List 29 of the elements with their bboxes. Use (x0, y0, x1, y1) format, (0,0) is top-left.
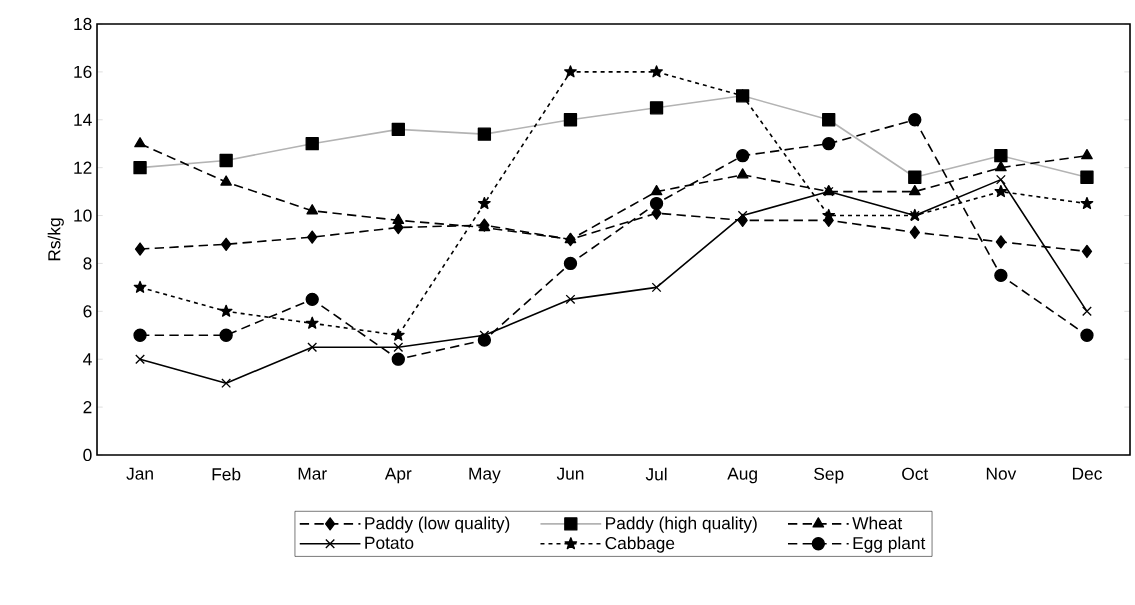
y-axis-title: Rs/kg (47, 218, 64, 261)
y-tick-label: 2 (83, 401, 92, 414)
x-tick-label: Nov (986, 467, 1017, 480)
y-tick-label: 4 (83, 353, 92, 366)
legend-label: Potato (365, 536, 414, 549)
x-tick-label: Aug (727, 467, 757, 484)
y-tick-label: 0 (83, 448, 92, 462)
x-tick-label: Jul (645, 467, 667, 481)
x-tick-label: Jun (556, 467, 584, 480)
y-tick-label: 14 (74, 113, 92, 126)
y-tick-label: 16 (74, 65, 92, 79)
legend-label: Cabbage (605, 536, 675, 553)
x-tick-label: Sep (814, 467, 844, 484)
x-tick-label: Mar (298, 467, 327, 480)
y-tick-label: 6 (83, 305, 92, 318)
x-tick-label: Feb (212, 467, 241, 481)
x-tick-label: Jan (126, 467, 153, 480)
x-tick-label: Oct (902, 467, 929, 480)
legend-label: Egg plant (853, 536, 926, 553)
x-tick-label: May (469, 467, 501, 484)
x-tick-label: Dec (1072, 467, 1102, 480)
legend-label: Wheat (852, 516, 903, 530)
legend-label: Paddy (low quality) (365, 516, 510, 533)
x-tick-label: Apr (384, 467, 412, 484)
y-tick-label: 8 (83, 257, 92, 270)
y-tick-label: 12 (74, 161, 92, 174)
y-tick-label: 18 (74, 17, 92, 31)
y-tick-label: 10 (74, 209, 92, 222)
legend-label: Paddy (high quality) (606, 516, 757, 533)
